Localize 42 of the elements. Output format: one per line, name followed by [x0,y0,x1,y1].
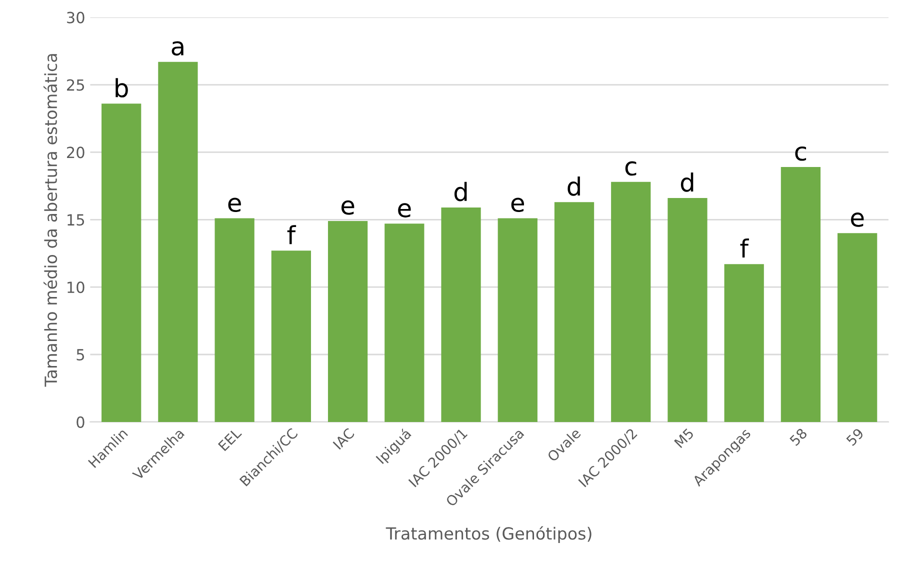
bar [724,264,764,422]
bar [214,218,254,422]
annotation: b [116,78,128,98]
annotation: d [454,182,467,202]
bar [838,233,878,422]
annotation: e [228,198,241,212]
annotation: e [511,198,524,212]
x-tick-label: M5 [674,428,694,448]
bar [158,62,198,422]
y-tick-label: 10 [68,282,84,294]
bar [498,218,538,422]
annotation: e [398,203,411,218]
y-axis-title: Tamanho médio da abertura estomática [44,54,58,387]
x-axis-title: Tratamentos (Genótipos) [386,526,592,543]
annotation: f [740,238,749,258]
y-tick-label: 30 [67,12,84,24]
bar [611,182,651,422]
y-tick-label: 5 [76,349,84,361]
annotation: e [851,212,864,227]
bar [328,220,368,422]
bar [271,250,311,422]
bar [554,202,594,422]
annotation: f [287,225,296,244]
bar [441,208,481,422]
y-tick-label: 20 [67,146,84,158]
bar [780,167,821,422]
x-tick-label: 58 [789,428,808,446]
y-tick-label: 15 [68,214,84,226]
x-tick-label: 59 [846,428,864,446]
y-tick-label: 25 [67,79,84,91]
y-tick-label: 0 [76,416,84,428]
bar [668,198,708,422]
annotation: e [341,200,354,215]
x-tick-label: EEL [218,427,242,452]
annotation: d [680,172,694,192]
x-tick-label: IAC [332,428,355,450]
bar [102,104,142,422]
bar [384,224,424,422]
annotation: c [625,161,636,176]
annotation: c [795,146,806,161]
annotation: a [172,41,184,56]
annotation: d [568,176,580,196]
